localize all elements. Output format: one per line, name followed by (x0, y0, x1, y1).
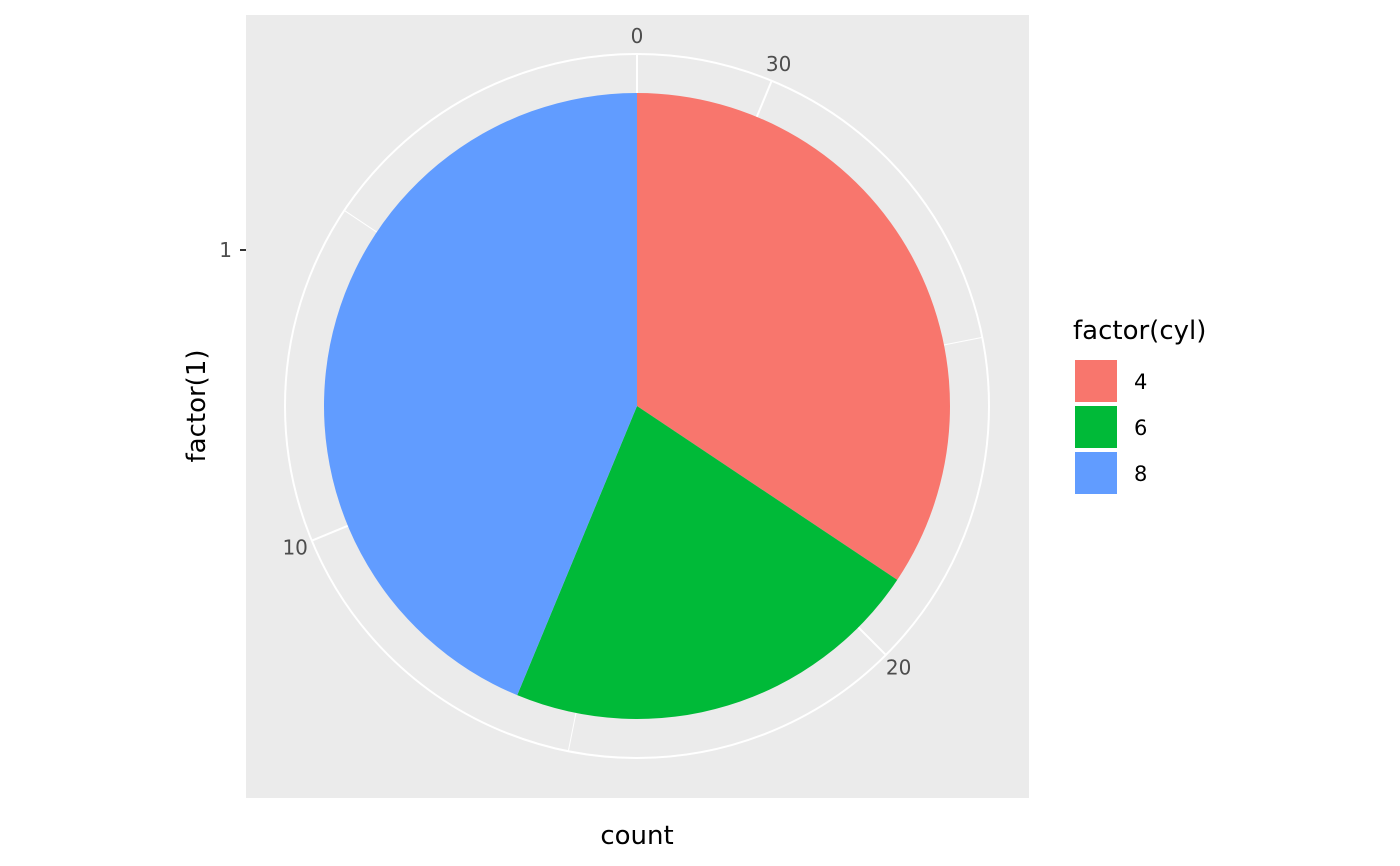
theta-tick-label: 20 (886, 656, 911, 680)
theta-tick-label: 30 (766, 52, 791, 76)
theta-tick-label: 10 (282, 536, 307, 560)
legend: factor(cyl) 4 6 8 (1073, 316, 1206, 496)
legend-label-8: 8 (1134, 462, 1147, 486)
legend-keys: 4 6 8 (1073, 358, 1147, 496)
pie-slice-6 (517, 406, 898, 719)
theta-tick-labels: 0 10 20 30 (282, 24, 911, 680)
legend-key-6 (1073, 404, 1119, 450)
legend-key-8 (1073, 450, 1119, 496)
y-tick-label: 1 (219, 238, 232, 262)
pie-slice-4 (637, 93, 951, 580)
theta-tick-label: 0 (631, 24, 644, 48)
legend-key-4 (1073, 358, 1119, 404)
x-axis-title: count (600, 821, 673, 851)
y-axis-title: factor(1) (182, 349, 212, 462)
pie-slices (323, 93, 951, 719)
pie-slice-8 (323, 93, 637, 696)
legend-title: factor(cyl) (1073, 316, 1206, 346)
legend-label-4: 4 (1134, 370, 1147, 394)
legend-label-6: 6 (1134, 416, 1147, 440)
